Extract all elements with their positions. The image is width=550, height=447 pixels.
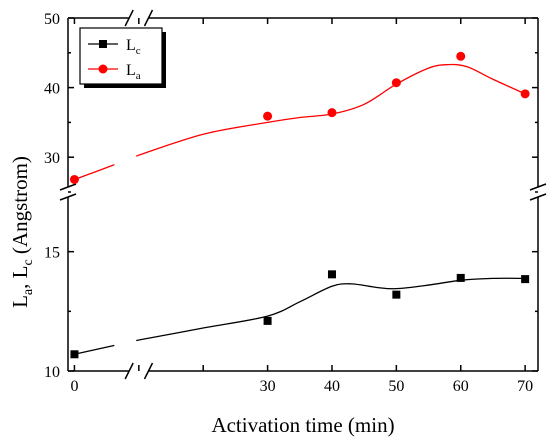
plot-frame — [67, 17, 539, 372]
y-break-left-1 — [59, 183, 77, 191]
marker-La — [520, 89, 530, 99]
legend-label-La: La — [126, 62, 141, 82]
curve-gap-La — [113, 154, 137, 167]
marker-Lc — [456, 273, 465, 282]
x-break-top-2 — [143, 9, 154, 27]
legend-box — [79, 27, 163, 85]
legend-label-main: L — [126, 37, 136, 54]
x-axis-label: Activation time (min) — [211, 413, 394, 437]
x-tick-label: 0 — [70, 378, 78, 395]
marker-Lc — [263, 316, 272, 325]
marker-La — [263, 111, 273, 121]
x-tick-label: 60 — [453, 378, 469, 395]
y-axis-label-l1: L — [8, 295, 32, 308]
legend-label-main: L — [126, 62, 136, 79]
marker-Lc — [327, 270, 336, 279]
marker-La — [69, 174, 79, 184]
marker-La — [327, 108, 337, 118]
y-axis-label: La, Lc (Angstrom) — [8, 156, 36, 308]
legend-marker-Lc — [99, 40, 107, 48]
x-tick-label: 30 — [260, 378, 276, 395]
axis-breaks — [59, 9, 547, 380]
legend-label-sub: c — [136, 45, 141, 57]
legend-marker-La — [98, 64, 108, 74]
axis-ticks: 0 30 40 50 60 70 30 40 50 10 15 — [44, 11, 538, 395]
y-axis-label-sub-a: a — [21, 288, 36, 295]
y-tick-label: 15 — [44, 245, 60, 262]
y-tick-label: 40 — [44, 81, 60, 98]
y-axis-label-l2: , L — [8, 266, 32, 289]
curve-Lc-right — [138, 277, 526, 341]
y-axis-label-rest: (Angstrom) — [8, 156, 32, 259]
y-tick-label: 30 — [44, 150, 60, 167]
y-tick-label: 50 — [44, 11, 60, 28]
x-break-top-1 — [124, 9, 134, 27]
legend-label-Lc: Lc — [126, 37, 141, 57]
curve-gap-Lc — [113, 338, 137, 348]
marker-Lc — [392, 290, 401, 299]
marker-La — [391, 78, 401, 88]
y-break-left-2 — [59, 193, 77, 201]
y-axis-label-sub-c: c — [21, 259, 36, 265]
y-break-right-1 — [529, 183, 547, 191]
legend-label-sub: a — [136, 70, 141, 82]
x-tick-label: 40 — [324, 378, 340, 395]
marker-Lc — [521, 275, 530, 284]
fit-curves — [74, 63, 526, 355]
y-break-right-2 — [529, 193, 547, 201]
curve-La-right — [138, 63, 526, 156]
marker-Lc — [70, 350, 79, 359]
data-markers — [69, 51, 530, 359]
x-tick-label: 50 — [388, 378, 404, 395]
x-break-bottom-2 — [143, 362, 154, 380]
y-tick-label: 10 — [44, 364, 60, 381]
marker-La — [456, 51, 466, 61]
x-tick-label: 70 — [517, 378, 533, 395]
x-break-bottom-1 — [124, 362, 134, 380]
